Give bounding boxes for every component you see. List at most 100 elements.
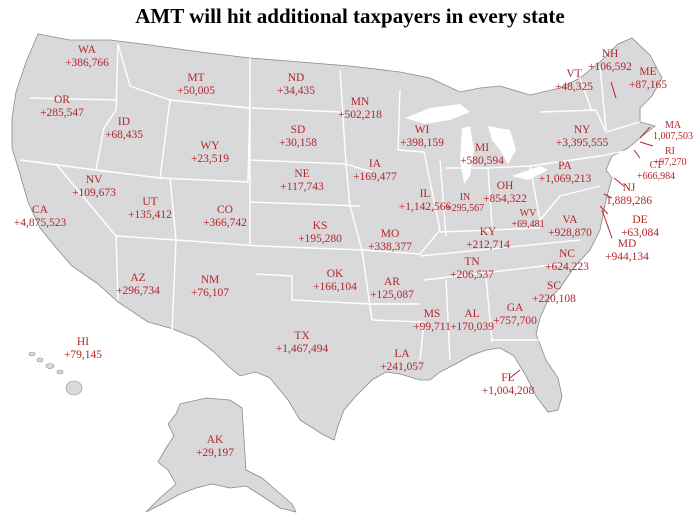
state-label-ok: OK +166,104 (313, 268, 357, 294)
state-abbr: OH (496, 180, 514, 192)
state-value: +79,145 (63, 349, 103, 361)
state-value: +241,057 (380, 361, 424, 373)
state-abbr: FL (501, 372, 515, 384)
state-label-oh: OH +854,322 (483, 180, 527, 206)
state-label-or: OR +285,547 (40, 94, 84, 120)
state-value: +206,537 (450, 269, 494, 281)
state-abbr: WV (519, 208, 537, 219)
state-abbr: HI (76, 336, 90, 348)
state-label-ks: KS +195,280 (298, 220, 342, 246)
state-label-tn: TN +206,537 (450, 256, 494, 282)
state-abbr: CA (32, 204, 48, 216)
state-value: +63,084 (620, 227, 660, 239)
state-label-co: CO +366,742 (203, 204, 247, 230)
state-value: +195,280 (298, 233, 342, 245)
state-value: +502,218 (338, 109, 382, 121)
state-label-pa: PA +1,069,213 (539, 160, 592, 186)
state-abbr: AK (206, 434, 224, 446)
state-abbr: AL (464, 308, 480, 320)
state-value: +68,435 (104, 129, 144, 141)
state-abbr: NJ (622, 182, 636, 194)
state-label-mo: MO +338,377 (368, 228, 412, 254)
state-label-wv: WV +69,481 (511, 208, 544, 230)
state-abbr: NY (573, 124, 591, 136)
state-label-wa: WA +386,766 (65, 44, 109, 70)
state-abbr: GA (506, 302, 524, 314)
state-label-mt: MT +50,005 (177, 72, 215, 98)
state-value: +366,742 (203, 217, 247, 229)
state-value: 1,007,503 (653, 131, 693, 142)
state-abbr: NH (601, 48, 619, 60)
state-label-ky: KY +212,714 (466, 226, 510, 252)
state-abbr: PA (558, 160, 572, 172)
state-value: +50,005 (176, 85, 216, 97)
state-value: +135,412 (128, 209, 172, 221)
state-label-ut: UT +135,412 (128, 196, 172, 222)
leader-lines (509, 81, 654, 379)
state-abbr: AZ (130, 272, 146, 284)
state-value: +212,714 (466, 239, 510, 251)
state-abbr: WY (200, 140, 220, 152)
state-label-ar: AR +125,087 (370, 276, 414, 302)
state-value: +23,519 (190, 153, 230, 165)
state-value: +1,004,208 (481, 385, 535, 397)
state-abbr: MO (380, 228, 400, 240)
state-value: +398,159 (400, 137, 444, 149)
state-value: +106,592 (588, 61, 632, 73)
state-value: +34,435 (276, 85, 316, 97)
state-label-ri: RI +97,270 (653, 146, 686, 168)
state-abbr: ME (639, 66, 657, 78)
state-abbr: OR (54, 94, 70, 106)
state-label-me: ME +87,165 (629, 66, 667, 92)
state-value: +48,325 (554, 81, 594, 93)
state-label-la: LA +241,057 (380, 348, 424, 374)
state-abbr: NE (294, 168, 310, 180)
state-value: +666,984 (636, 171, 676, 182)
lake-superior (405, 104, 470, 124)
state-borders (19, 43, 641, 361)
state-abbr: DE (632, 214, 648, 226)
state-value: +166,104 (313, 281, 357, 293)
state-label-hi: HI +79,145 (64, 336, 102, 362)
state-label-sd: SD +30,158 (279, 124, 317, 150)
state-label-nd: ND +34,435 (277, 72, 315, 98)
state-label-mn: MN +502,218 (338, 96, 382, 122)
state-abbr: TX (294, 330, 310, 342)
state-value: +1,467,494 (275, 343, 329, 355)
state-value: +29,197 (195, 447, 235, 459)
state-value: +220,108 (532, 293, 576, 305)
state-abbr: UT (142, 196, 158, 208)
state-abbr: NV (85, 174, 103, 186)
state-label-ny: NY +3,395,555 (556, 124, 609, 150)
state-label-tx: TX +1,467,494 (276, 330, 329, 356)
state-value: +117,743 (280, 181, 324, 193)
state-abbr: TN (464, 256, 480, 268)
state-abbr: MS (423, 308, 441, 320)
state-label-ma: MA 1,007,503 (653, 120, 693, 142)
state-value: +4,875,523 (13, 217, 67, 229)
state-abbr: RI (664, 146, 675, 157)
state-value: +624,223 (545, 261, 589, 273)
state-value: 1,889,286 (606, 195, 652, 207)
state-label-mi: MI +580,594 (460, 142, 504, 168)
state-value: +1,069,213 (538, 173, 592, 185)
state-abbr: SC (546, 280, 562, 292)
lake-huron-erie (488, 126, 548, 180)
state-value: +386,766 (65, 57, 109, 69)
alaska-landmass (145, 397, 297, 513)
state-abbr: OK (326, 268, 344, 280)
state-label-in: IN +295,567 (446, 192, 484, 214)
state-abbr: AR (384, 276, 400, 288)
lake-michigan (460, 126, 474, 184)
state-label-vt: VT +48,325 (555, 68, 593, 94)
state-value: +97,270 (653, 157, 687, 168)
state-abbr: IA (368, 158, 382, 170)
state-abbr: IL (419, 188, 431, 200)
page-title: AMT will hit additional taxpayers in eve… (135, 4, 565, 28)
state-label-nv: NV +109,673 (72, 174, 116, 200)
state-value: +1,142,566 (398, 201, 452, 213)
state-abbr: CT (649, 160, 663, 171)
state-label-nm: NM +76,107 (191, 274, 229, 300)
state-abbr: LA (394, 348, 410, 360)
